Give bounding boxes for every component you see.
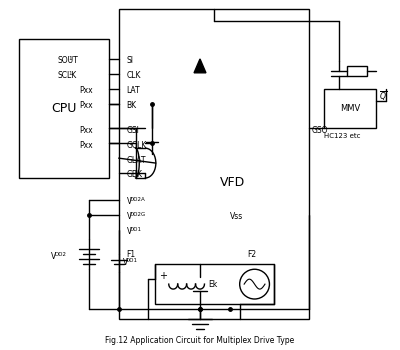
Text: Fig.12 Application Circuit for Multiplex Drive Type: Fig.12 Application Circuit for Multiplex… <box>105 336 295 345</box>
Text: GLAT: GLAT <box>126 156 146 164</box>
Text: V: V <box>126 197 132 206</box>
Text: DD2G: DD2G <box>130 212 146 217</box>
Text: GBK: GBK <box>126 170 142 180</box>
Text: V: V <box>126 227 132 236</box>
Text: Pxx: Pxx <box>79 86 92 95</box>
Text: BK: BK <box>126 101 137 110</box>
Bar <box>155 264 274 304</box>
Text: F1: F1 <box>126 250 136 259</box>
Text: CLK: CLK <box>126 71 141 80</box>
Text: SCLK: SCLK <box>57 71 76 80</box>
Bar <box>347 66 367 76</box>
Text: DD2: DD2 <box>54 252 66 257</box>
Text: GSO: GSO <box>312 126 329 135</box>
Text: 1: 1 <box>68 71 72 76</box>
Text: CPU: CPU <box>51 102 77 115</box>
Text: Pxx: Pxx <box>79 126 92 135</box>
Text: DD1: DD1 <box>126 258 138 263</box>
Text: VFD: VFD <box>220 176 245 189</box>
Text: SI: SI <box>126 56 134 65</box>
Text: HC123 etc: HC123 etc <box>324 133 360 139</box>
Text: MMV: MMV <box>340 104 360 113</box>
Text: Pxx: Pxx <box>79 101 92 110</box>
Text: Vss: Vss <box>230 212 243 221</box>
Text: $\overline{Q}$: $\overline{Q}$ <box>378 90 386 103</box>
Text: GSI: GSI <box>126 126 140 135</box>
Text: +: + <box>159 271 167 281</box>
Text: DD1: DD1 <box>130 227 142 232</box>
Text: DD2A: DD2A <box>130 197 145 202</box>
Text: V: V <box>126 212 132 221</box>
Text: GCLK: GCLK <box>126 141 147 150</box>
Text: Ek: Ek <box>208 280 217 289</box>
Polygon shape <box>194 59 206 73</box>
Text: V: V <box>123 258 128 267</box>
Text: SOUT: SOUT <box>57 56 78 65</box>
Text: 1: 1 <box>68 56 72 62</box>
Text: V: V <box>51 252 56 261</box>
Text: F2: F2 <box>248 250 257 259</box>
Text: LAT: LAT <box>126 86 140 95</box>
Bar <box>20 39 109 178</box>
Text: Pxx: Pxx <box>79 141 92 150</box>
Bar <box>119 9 309 319</box>
Bar <box>324 89 376 128</box>
